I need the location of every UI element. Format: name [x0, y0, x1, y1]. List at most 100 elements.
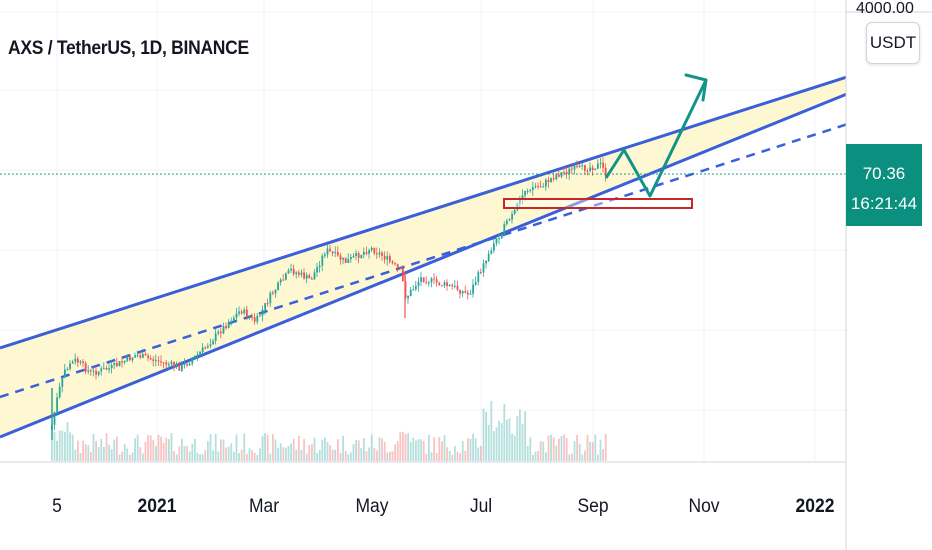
- volume-bar: [261, 435, 264, 461]
- candle-body: [529, 190, 532, 192]
- volume-bar: [357, 440, 360, 461]
- volume-bar: [495, 427, 498, 461]
- last-price-value: 70.36: [862, 164, 906, 183]
- candle-body: [118, 361, 121, 367]
- candle-body: [152, 359, 155, 362]
- volume-bar: [339, 452, 342, 461]
- candle-body: [126, 356, 129, 361]
- candle-body: [110, 364, 113, 369]
- candle-body: [279, 279, 282, 283]
- candle-body: [581, 165, 584, 167]
- candle-body: [383, 255, 386, 260]
- volume-bar: [381, 438, 383, 461]
- volume-bar: [480, 445, 482, 461]
- candle-body: [220, 331, 222, 334]
- candle-body: [183, 363, 186, 365]
- candle-body: [292, 268, 295, 275]
- volume-bar: [513, 435, 516, 461]
- volume-bar: [474, 438, 477, 461]
- candle-body: [503, 224, 506, 235]
- volume-bar: [300, 450, 303, 461]
- candle-body: [422, 277, 425, 283]
- volume-bar: [482, 408, 485, 461]
- candle-body: [233, 317, 235, 322]
- ascending-channel: [0, 75, 847, 439]
- volume-bar: [487, 424, 490, 461]
- volume-bar: [477, 447, 480, 461]
- volume-bar: [147, 435, 149, 461]
- candle-body: [376, 253, 378, 255]
- candle-body: [131, 357, 134, 361]
- volume-bar: [87, 445, 90, 461]
- candle-body: [331, 251, 334, 254]
- volume-bar: [370, 434, 373, 461]
- candle-body: [448, 284, 451, 287]
- candle-body: [485, 260, 487, 264]
- time-axis-label: 2022: [795, 496, 835, 517]
- candle-body: [181, 364, 183, 371]
- candle-body: [513, 210, 516, 214]
- volume-bar: [516, 416, 519, 461]
- candle-body: [259, 315, 261, 317]
- candle-body: [64, 369, 66, 378]
- volume-bar: [204, 449, 207, 461]
- time-axis-label: 2021: [137, 496, 177, 517]
- candle-body: [337, 252, 339, 256]
- volume-bar: [490, 400, 493, 461]
- candle-body: [487, 253, 490, 261]
- volume-bar: [604, 433, 607, 461]
- candle-body: [438, 282, 441, 286]
- volume-bar: [246, 453, 248, 461]
- candle-body: [222, 326, 225, 334]
- volume-bar: [61, 430, 64, 461]
- volume-bar: [292, 438, 295, 461]
- symbol-title: AXS / TetherUS, 1D, BINANCE: [8, 38, 249, 59]
- candle-body: [285, 273, 287, 280]
- currency-button[interactable]: USDT: [866, 22, 920, 64]
- volume-bar: [152, 440, 155, 461]
- volume-bar: [108, 444, 110, 461]
- candle-body: [56, 397, 58, 413]
- candle-body: [407, 295, 409, 299]
- volume-bar: [581, 454, 584, 461]
- volume-bar: [537, 450, 539, 461]
- candle-body: [586, 170, 589, 172]
- volume-bar: [511, 433, 513, 461]
- candle-body: [308, 275, 311, 279]
- candle-body: [493, 243, 495, 251]
- candles: [51, 157, 607, 440]
- time-axis-label: Sep: [577, 496, 609, 517]
- volume-bar: [342, 435, 344, 461]
- volume-bar: [459, 453, 461, 461]
- candle-body: [547, 179, 550, 183]
- volume-bar: [77, 440, 79, 461]
- volume-bar: [373, 448, 376, 461]
- volume-bar: [155, 445, 157, 461]
- candle-body: [578, 165, 581, 167]
- volume-bar: [599, 439, 602, 461]
- candle-body: [391, 261, 394, 264]
- volume-bar: [282, 447, 285, 461]
- candle-body: [363, 251, 365, 255]
- candle-body: [350, 257, 352, 260]
- volume-bar: [602, 449, 604, 461]
- volume-bar: [435, 452, 438, 461]
- volume-bar: [365, 451, 368, 461]
- candle-body: [435, 279, 438, 283]
- projection-arrow: [604, 79, 708, 198]
- volume-bar: [58, 430, 61, 461]
- volume-bar: [209, 434, 212, 461]
- volume-bar: [313, 437, 316, 461]
- time-axis-label: 5: [52, 496, 62, 517]
- candle-body: [420, 277, 422, 282]
- candle-body: [347, 259, 350, 263]
- candle-body: [58, 386, 61, 398]
- volume-bar: [391, 451, 394, 461]
- candle-body: [61, 377, 64, 387]
- volume-bar: [594, 434, 597, 461]
- volume-bar: [425, 453, 428, 461]
- volume-bar: [53, 431, 56, 461]
- volume-bar: [79, 453, 82, 461]
